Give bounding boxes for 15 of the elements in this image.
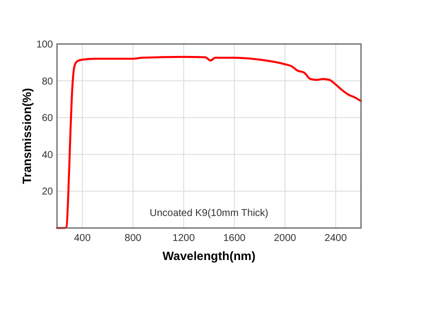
y-tick-label: 80 [42,76,54,88]
x-axis-title: Wavelength(nm) [162,249,256,263]
x-tick-label: 1600 [223,233,246,244]
x-tick-label: 2400 [324,233,348,244]
y-tick-label: 60 [42,113,54,124]
y-tick-label: 100 [36,40,54,50]
annotation: Uncoated K9(10mm Thick) [150,208,268,219]
x-tick-label: 800 [124,233,142,244]
y-tick-label: 20 [42,186,54,198]
x-tick-label: 400 [74,233,92,244]
y-tick-label: 40 [42,150,54,161]
x-tick-label: 1200 [172,233,196,244]
x-tick-label: 2000 [274,233,297,244]
y-axis-title: Transmission(%) [20,88,34,184]
line-series [56,56,362,229]
